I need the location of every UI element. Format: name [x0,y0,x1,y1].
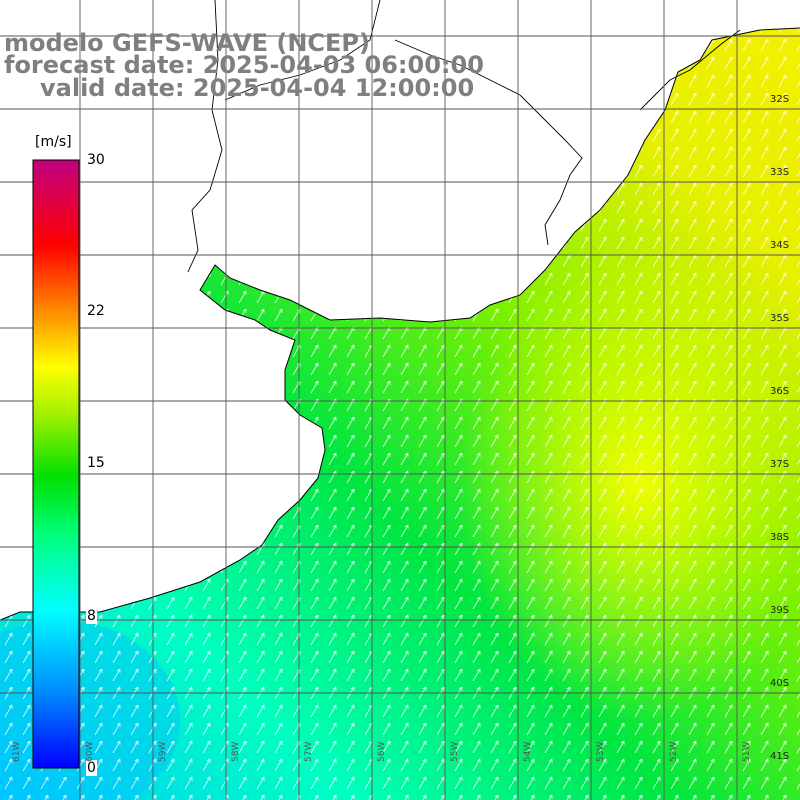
colorbar-unit: [m/s] [34,134,73,150]
lon-label-60w: 60W [85,741,95,762]
coastline-north [639,29,741,111]
title-valid-date: valid date: 2025-04-04 12:00:00 [40,74,475,102]
lat-label-35s: 35S [770,313,790,324]
coastline [0,27,800,621]
lon-label-56w: 56W [377,741,387,762]
lon-label-57w: 57W [304,741,314,762]
colorbar-tick-15: 15 [86,455,106,471]
lat-label-38s: 38S [770,532,790,543]
lon-label-59w: 59W [158,741,168,762]
colorbar-tick-22: 22 [86,303,106,319]
lat-label-34s: 34S [770,240,790,251]
title-forecast-date: forecast date: 2025-04-03 06:00:00 [4,51,484,79]
lat-label-40s: 40S [770,678,790,689]
lat-label-41s: 41S [770,751,790,762]
colorbar-tick-0: 0 [86,760,97,776]
lon-label-53w: 53W [596,741,606,762]
title-model: modelo GEFS-WAVE (NCEP) [4,29,370,57]
lon-label-54w: 54W [523,741,533,762]
lon-label-52w: 52W [669,741,679,762]
colorbar [32,159,80,769]
lon-label-61w: 61W [12,741,22,762]
lat-label-32s: 32S [770,94,790,105]
lon-label-58w: 58W [231,741,241,762]
lat-label-36s: 36S [770,386,790,397]
lat-label-39s: 39S [770,605,790,616]
lat-label-33s: 33S [770,167,790,178]
colorbar-tick-30: 30 [86,152,106,168]
colorbar-tick-8: 8 [86,608,97,624]
lat-label-37s: 37S [770,459,790,470]
lon-label-55w: 55W [450,741,460,762]
lon-label-51w: 51W [742,741,752,762]
